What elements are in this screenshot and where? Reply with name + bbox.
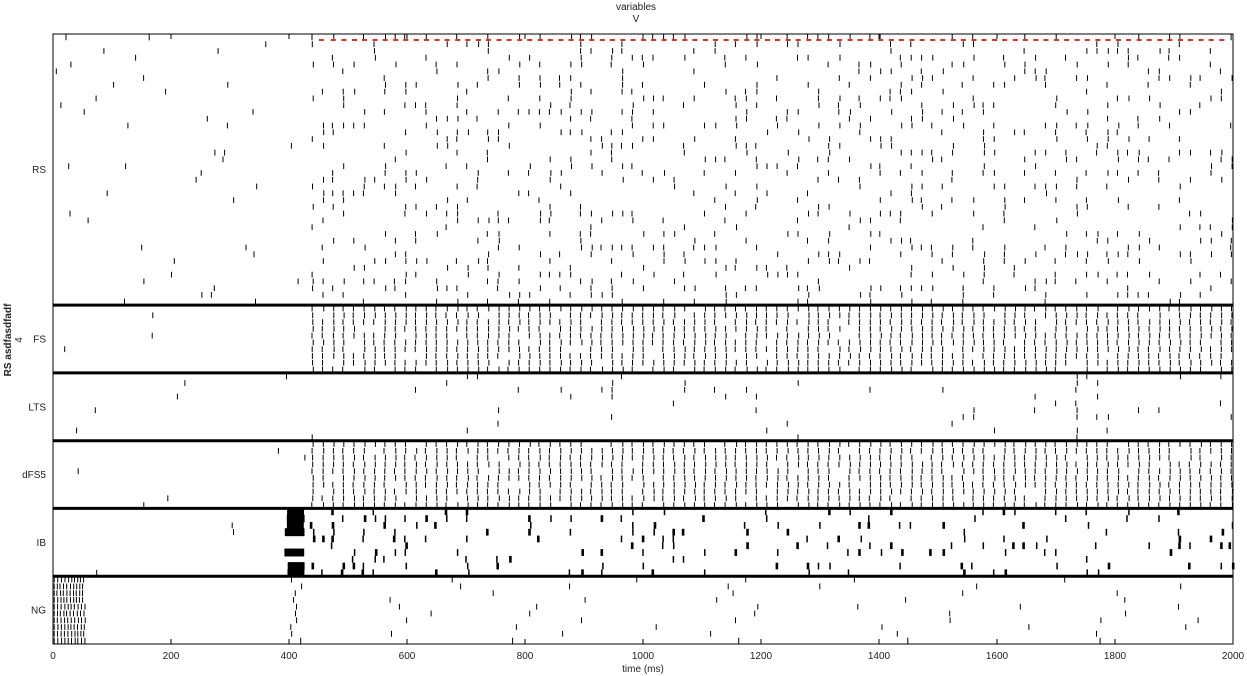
x-tick-label: 0	[50, 651, 56, 662]
group-label-ng: NG	[31, 606, 46, 617]
x-tick-label: 400	[281, 651, 298, 662]
x-axis-label: time (ms)	[622, 664, 664, 675]
chart-title-line1: variables	[616, 2, 656, 13]
x-tick-label: 800	[517, 651, 534, 662]
x-tick-label: 1800	[1104, 651, 1127, 662]
group-label-dfs5: dFS5	[22, 470, 46, 481]
y-axis-label-line1: RS asdfasdfadf	[3, 303, 14, 376]
group-dividers	[53, 303, 1233, 578]
y-axis-label-line2: 4	[14, 337, 25, 343]
x-tick-label: 600	[399, 651, 416, 662]
y-axis-labels: RS FS LTS dFS5 IB NG	[22, 165, 46, 616]
x-tick-label: 1400	[868, 651, 891, 662]
group-label-fs: FS	[33, 335, 46, 346]
x-tick-label: 1600	[986, 651, 1009, 662]
chart-title-line2: V	[633, 14, 640, 25]
x-tick-label: 200	[163, 651, 180, 662]
group-label-rs: RS	[32, 165, 46, 176]
x-tick-label: 2000	[1222, 651, 1245, 662]
group-label-lts: LTS	[28, 402, 46, 413]
x-axis-ticks: 0 200 400 600 800 1000 1200 1400 1600 1800 2000	[50, 34, 1245, 662]
group-label-ib: IB	[37, 538, 47, 549]
y-axis-label-group: RS asdfasdfadf 4	[3, 303, 25, 376]
x-tick-label: 1200	[750, 651, 773, 662]
x-tick-label: 1000	[632, 651, 655, 662]
spike-layer	[53, 34, 1235, 644]
